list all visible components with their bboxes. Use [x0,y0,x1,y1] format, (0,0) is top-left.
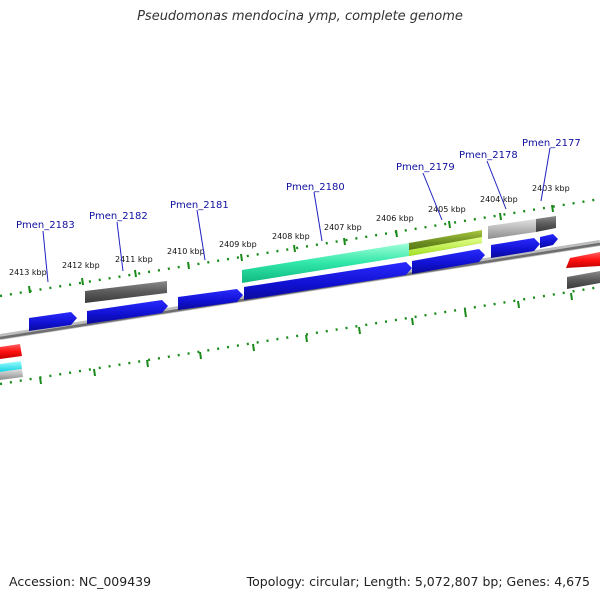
major-tick [134,269,137,278]
cds-arrow [29,312,77,331]
tick-labels: 2413 kbp 2412 kbp 2411 kbp 2410 kbp 2409… [9,184,570,277]
gene-feature [488,219,536,239]
cds-track [29,234,558,331]
rrna-feature [0,344,22,359]
major-tick [293,244,296,253]
gene-label: Pmen_2180 [286,182,345,193]
gene-label: Pmen_2177 [522,138,581,149]
tick-label: 2403 kbp [532,184,570,193]
accession-text: Accession: NC_009439 [9,574,152,589]
tick-label: 2404 kbp [480,195,518,204]
cds-arrow [244,262,412,300]
tick-label: 2410 kbp [167,247,205,256]
gene-label: Pmen_2182 [89,211,148,222]
gene-feature [0,369,23,380]
major-tick [93,368,96,377]
major-tick [448,220,451,229]
major-tick [28,285,31,294]
tick-label: 2411 kbp [115,255,153,264]
label-leaders [42,147,551,283]
cds-arrow [178,289,243,310]
rrna-feature [566,252,600,268]
tick-label: 2407 kbp [324,223,362,232]
gene-feature [85,281,167,303]
major-tick [252,343,255,352]
major-tick [570,292,573,301]
gene-feature [242,243,409,283]
gene-label: Pmen_2179 [396,162,455,173]
major-tick [81,277,84,286]
major-tick [305,334,308,343]
cds-arrow [540,234,558,248]
tick-label: 2406 kbp [376,214,414,223]
major-tick [199,351,202,360]
major-tick [464,309,467,318]
inner-scale [0,285,600,386]
tick-label: 2412 kbp [62,261,100,270]
trna-feature [0,361,22,372]
major-tick [343,237,346,246]
cds-arrow [491,238,540,258]
gene-label: Pmen_2181 [170,200,229,211]
tick-label: 2408 kbp [272,232,310,241]
cds-arrow [412,249,485,274]
genome-summary-text: Topology: circular; Length: 5,072,807 bp… [246,574,590,589]
major-tick [39,376,42,385]
major-tick [358,326,361,335]
outer-scale [0,197,600,298]
major-tick [240,253,243,262]
gene-label: Pmen_2178 [459,150,518,161]
gene-label: Pmen_2183 [16,220,75,231]
gene-feature [409,237,482,256]
gene-labels: Pmen_2183 Pmen_2182 Pmen_2181 Pmen_2180 … [16,138,581,231]
edge-features [0,252,600,380]
major-tick [551,204,554,213]
major-tick [187,261,190,270]
major-tick [395,229,398,238]
gene-feature [536,216,556,232]
gene-track [85,216,600,303]
map-title: Pseudomonas mendocina ymp, complete geno… [137,9,463,24]
major-tick [499,212,502,221]
tick-label: 2405 kbp [428,205,466,214]
major-tick [411,317,414,326]
major-tick [517,300,520,309]
tick-label: 2413 kbp [9,268,47,277]
tick-label: 2409 kbp [219,240,257,249]
gene-feature [567,271,600,289]
major-tick [146,359,149,368]
cds-arrow [87,300,168,324]
